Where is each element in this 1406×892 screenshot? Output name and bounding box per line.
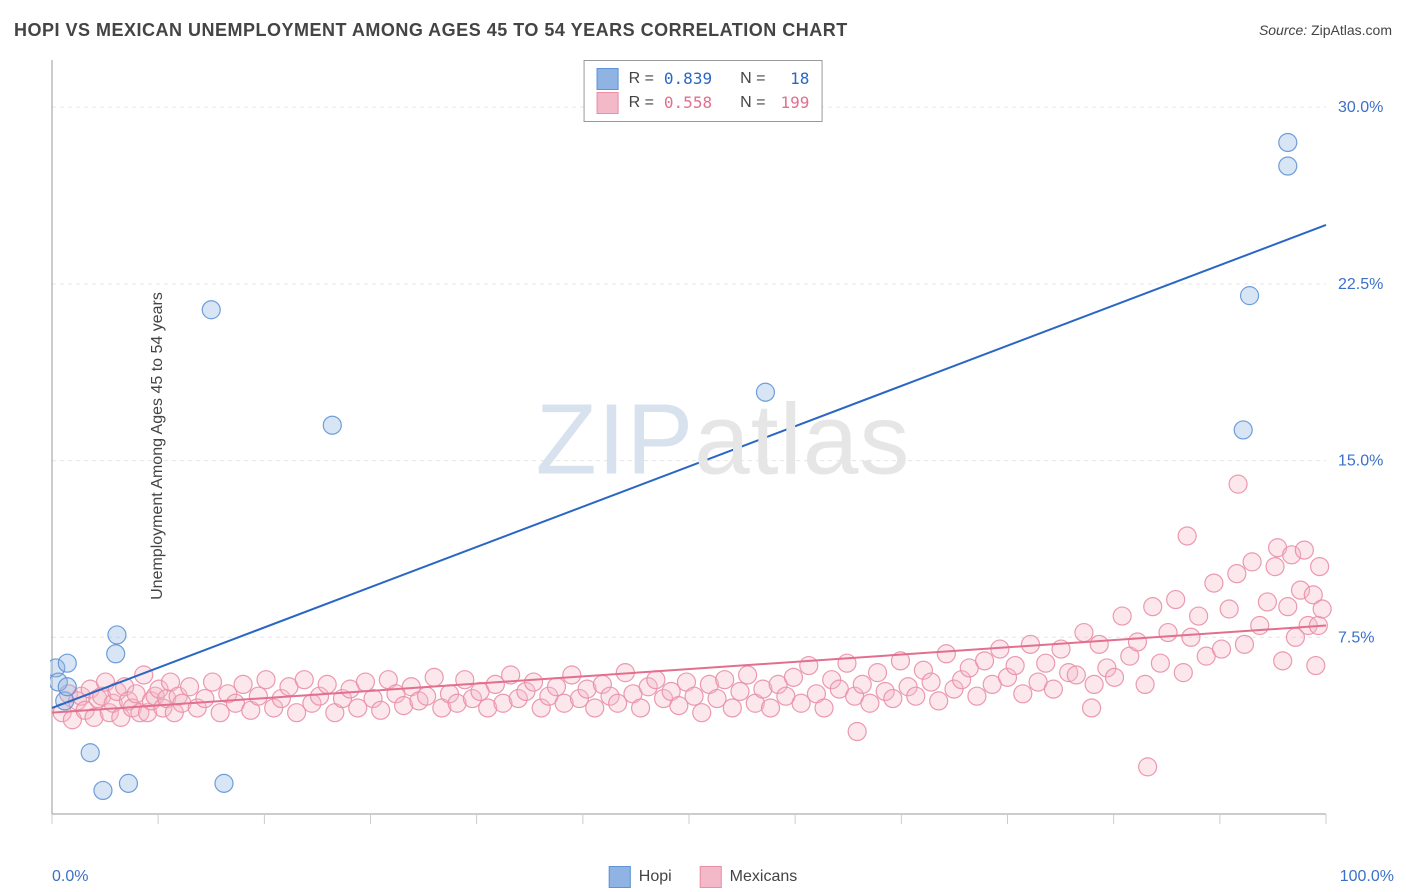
legend-label-hopi: Hopi: [639, 868, 672, 886]
swatch-mexicans: [597, 92, 619, 114]
legend-row-hopi: R = 0.839 N = 18: [597, 67, 810, 91]
swatch-hopi: [597, 68, 619, 90]
swatch-mexicans-2: [700, 866, 722, 888]
n-value-hopi: 18: [775, 67, 809, 91]
chart-title: HOPI VS MEXICAN UNEMPLOYMENT AMONG AGES …: [14, 20, 848, 40]
legend-row-mexicans: R = 0.558 N = 199: [597, 91, 810, 115]
legend-item-mexicans: Mexicans: [700, 866, 798, 888]
r-value-mexicans: 0.558: [664, 91, 712, 115]
svg-text:22.5%: 22.5%: [1338, 276, 1383, 293]
svg-text:7.5%: 7.5%: [1338, 629, 1374, 646]
x-axis-max-label: 100.0%: [1340, 868, 1394, 886]
series-legend: Hopi Mexicans: [609, 866, 797, 888]
n-prefix: N =: [740, 67, 765, 91]
chart-area: ZIPatlas 7.5%15.0%22.5%30.0%: [50, 55, 1396, 842]
legend-item-hopi: Hopi: [609, 866, 672, 888]
r-prefix: R =: [629, 67, 654, 91]
n-value-mexicans: 199: [775, 91, 809, 115]
source-name: ZipAtlas.com: [1311, 22, 1392, 38]
svg-text:30.0%: 30.0%: [1338, 99, 1383, 116]
r-value-hopi: 0.839: [664, 67, 712, 91]
r-prefix-2: R =: [629, 91, 654, 115]
scatter-chart: 7.5% 15.0% 22.5% 30.0%: [50, 55, 1396, 842]
source-attribution: Source: ZipAtlas.com: [1259, 22, 1392, 38]
swatch-hopi-2: [609, 866, 631, 888]
legend-label-mexicans: Mexicans: [730, 868, 798, 886]
source-label: Source:: [1259, 22, 1307, 38]
x-axis-min-label: 0.0%: [52, 868, 88, 886]
svg-text:15.0%: 15.0%: [1338, 453, 1383, 470]
correlation-legend: R = 0.839 N = 18 R = 0.558 N = 199: [584, 60, 823, 122]
n-prefix-2: N =: [740, 91, 765, 115]
